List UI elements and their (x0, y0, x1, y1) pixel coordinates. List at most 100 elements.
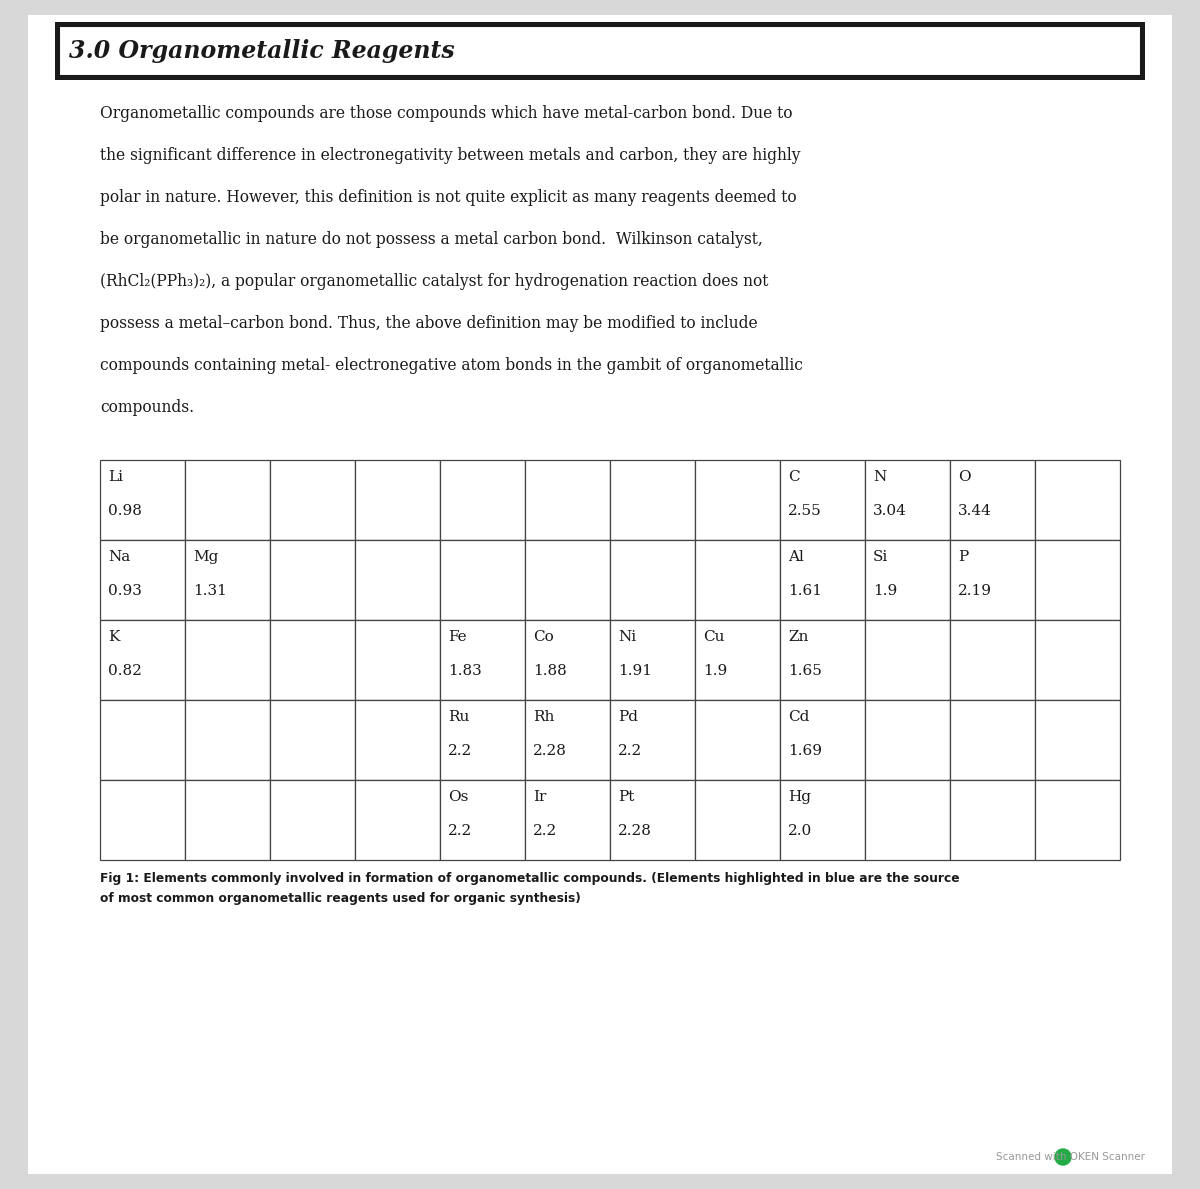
Bar (440, 460, 526, 540)
Text: N: N (874, 470, 887, 484)
Bar (1034, 700, 1120, 780)
Bar (100, 700, 185, 780)
Text: P: P (958, 551, 968, 564)
Bar (270, 619, 355, 700)
Bar (526, 619, 610, 700)
Text: Rh: Rh (533, 710, 554, 724)
Bar (185, 700, 270, 780)
Bar (526, 460, 610, 540)
Bar (1034, 780, 1120, 860)
Bar (865, 700, 950, 780)
Text: O: O (958, 470, 971, 484)
Bar (950, 540, 1034, 619)
Text: Mg: Mg (193, 551, 218, 564)
Text: Scanned with OKEN Scanner: Scanned with OKEN Scanner (996, 1152, 1145, 1162)
Text: (RhCl₂(PPh₃)₂), a popular organometallic catalyst for hydrogenation reaction doe: (RhCl₂(PPh₃)₂), a popular organometallic… (100, 273, 768, 290)
Bar (100, 619, 185, 700)
Bar (185, 540, 270, 619)
Bar (780, 700, 865, 780)
Text: 1.9: 1.9 (874, 584, 898, 598)
Bar (610, 460, 695, 540)
Text: Al: Al (788, 551, 804, 564)
Text: 1.88: 1.88 (533, 663, 566, 678)
Text: of most common organometallic reagents used for organic synthesis): of most common organometallic reagents u… (100, 892, 581, 905)
Bar (1034, 460, 1120, 540)
Text: compounds.: compounds. (100, 400, 194, 416)
Bar (526, 540, 610, 619)
Bar (526, 700, 610, 780)
Bar (59, 26, 1141, 76)
Text: be organometallic in nature do not possess a metal carbon bond.  Wilkinson catal: be organometallic in nature do not posse… (100, 231, 763, 249)
Bar (355, 700, 440, 780)
Text: 1.9: 1.9 (703, 663, 727, 678)
Bar (440, 619, 526, 700)
Text: 2.28: 2.28 (533, 744, 566, 759)
Text: 1.61: 1.61 (788, 584, 822, 598)
Text: 3.04: 3.04 (874, 504, 907, 518)
Text: polar in nature. However, this definition is not quite explicit as many reagents: polar in nature. However, this definitio… (100, 189, 797, 206)
Text: 1.83: 1.83 (448, 663, 481, 678)
Text: compounds containing metal- electronegative atom bonds in the gambit of organome: compounds containing metal- electronegat… (100, 357, 803, 375)
Bar (185, 619, 270, 700)
Bar (355, 540, 440, 619)
Text: Hg: Hg (788, 789, 811, 804)
Text: possess a metal–carbon bond. Thus, the above definition may be modified to inclu: possess a metal–carbon bond. Thus, the a… (100, 315, 757, 332)
Bar (55, 23, 1145, 80)
Text: Ni: Ni (618, 630, 636, 644)
Text: 3.44: 3.44 (958, 504, 992, 518)
Bar (695, 619, 780, 700)
Bar (270, 460, 355, 540)
Text: Li: Li (108, 470, 124, 484)
Bar (270, 780, 355, 860)
Bar (780, 619, 865, 700)
Bar (950, 460, 1034, 540)
Bar (610, 700, 695, 780)
Text: 2.0: 2.0 (788, 824, 812, 838)
Text: 2.2: 2.2 (448, 744, 473, 759)
Bar (695, 780, 780, 860)
Text: Na: Na (108, 551, 131, 564)
Bar (355, 619, 440, 700)
Bar (440, 700, 526, 780)
Text: Ir: Ir (533, 789, 546, 804)
Bar (355, 780, 440, 860)
Text: 1.91: 1.91 (618, 663, 652, 678)
Bar (695, 540, 780, 619)
Text: Ru: Ru (448, 710, 469, 724)
Text: C: C (788, 470, 799, 484)
Text: 2.2: 2.2 (618, 744, 642, 759)
Text: Cu: Cu (703, 630, 725, 644)
Text: Os: Os (448, 789, 468, 804)
Bar (610, 540, 695, 619)
Text: 2.19: 2.19 (958, 584, 992, 598)
Bar (100, 780, 185, 860)
Text: K: K (108, 630, 119, 644)
Bar (610, 780, 695, 860)
Text: 2.55: 2.55 (788, 504, 822, 518)
Text: Cd: Cd (788, 710, 809, 724)
Bar (780, 460, 865, 540)
Text: Co: Co (533, 630, 553, 644)
Bar (610, 619, 695, 700)
Bar (950, 700, 1034, 780)
Bar (780, 780, 865, 860)
Text: Si: Si (874, 551, 888, 564)
Bar (865, 460, 950, 540)
Text: Fe: Fe (448, 630, 467, 644)
Bar (185, 460, 270, 540)
Bar (355, 460, 440, 540)
Bar (695, 460, 780, 540)
Bar (950, 619, 1034, 700)
Text: 1.31: 1.31 (193, 584, 227, 598)
Bar (950, 780, 1034, 860)
Text: 2.2: 2.2 (533, 824, 557, 838)
Bar (185, 780, 270, 860)
Text: 2.28: 2.28 (618, 824, 652, 838)
Bar (440, 780, 526, 860)
Bar (270, 700, 355, 780)
Text: 0.98: 0.98 (108, 504, 142, 518)
Bar (865, 619, 950, 700)
Bar (440, 540, 526, 619)
Text: 3.0 Organometallic Reagents: 3.0 Organometallic Reagents (70, 39, 455, 63)
Bar (526, 780, 610, 860)
